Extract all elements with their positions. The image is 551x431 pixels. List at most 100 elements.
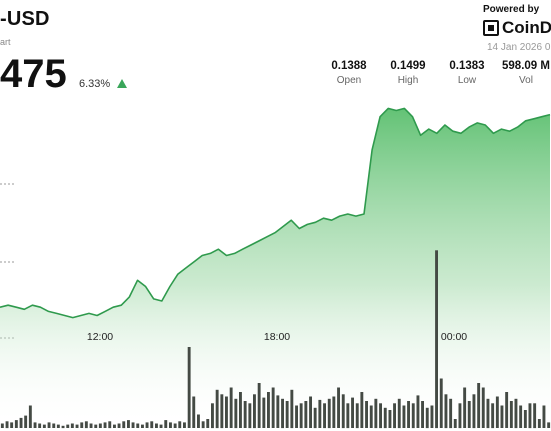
volume-bar: [201, 421, 205, 429]
volume-bar: [276, 395, 280, 428]
volume-bar: [542, 405, 546, 428]
volume-bar: [257, 383, 261, 428]
volume-bar: [463, 387, 467, 428]
volume-bar: [38, 423, 42, 428]
volume-bar: [220, 394, 224, 429]
volume-bar: [178, 421, 182, 429]
volume-bar: [369, 405, 373, 428]
volume-bar: [299, 403, 303, 429]
volume-bar: [262, 397, 266, 428]
volume-bar: [374, 398, 378, 429]
volume-bar: [155, 423, 158, 428]
volume-bar: [379, 403, 382, 429]
volume-bar: [10, 422, 14, 428]
volume-bar: [346, 403, 350, 429]
volume-bar: [173, 423, 177, 428]
volume-bar: [253, 394, 256, 429]
stat-vol-value: 598.09 M: [502, 60, 550, 72]
coindesk-logo-icon: [483, 20, 499, 36]
volume-bar: [103, 422, 107, 428]
volume-bar: [271, 387, 275, 428]
volume-bar: [42, 424, 46, 428]
volume-bar: [84, 421, 88, 429]
stat-vol-label: Vol: [519, 75, 533, 86]
stat-open-label: Open: [336, 75, 362, 86]
volume-bar: [192, 396, 196, 428]
volume-bar: [533, 403, 537, 429]
stat-open-value: 0.1388: [331, 60, 367, 72]
volume-bar: [500, 405, 504, 428]
volume-bar: [187, 347, 191, 428]
stat-open: 0.1388 Open: [319, 60, 379, 86]
volume-bar: [439, 378, 443, 428]
volume-bar: [229, 387, 233, 428]
volume-bar: [430, 405, 434, 428]
volume-bar: [89, 423, 93, 428]
volume-bar: [150, 421, 154, 429]
powered-by-label: Powered by: [483, 4, 540, 15]
volume-bar: [197, 414, 200, 428]
volume-bar: [14, 420, 18, 428]
volume-bar: [495, 396, 499, 428]
volume-bar: [309, 396, 312, 428]
volume-bar: [351, 397, 354, 428]
volume-bar: [509, 401, 513, 428]
stat-high-label: High: [397, 75, 419, 86]
volume-bar: [388, 410, 392, 428]
volume-bar: [239, 392, 242, 428]
volume-bar: [70, 423, 74, 428]
volume-bar: [365, 401, 368, 428]
volume-bar: [281, 398, 284, 429]
volume-bar: [397, 398, 401, 429]
volume-bar: [528, 403, 532, 429]
chart-subtitle: art: [0, 37, 11, 47]
volume-bar: [5, 421, 9, 429]
volume-bar: [304, 401, 308, 428]
brand-logo[interactable]: CoinDe: [483, 18, 551, 38]
volume-bar: [505, 392, 509, 428]
volume-bar: [159, 424, 163, 428]
volume-bar: [234, 398, 238, 429]
stat-low-label: Low: [457, 75, 477, 86]
price-change: 6.33%: [79, 78, 111, 90]
volume-bar: [355, 403, 359, 429]
volume-bar: [537, 419, 541, 428]
volume-bar: [449, 398, 453, 429]
volume-bar: [0, 423, 4, 428]
stat-low-value: 0.1383: [449, 60, 485, 72]
volume-bar: [407, 401, 410, 428]
volume-bar: [66, 424, 70, 428]
volume-bar: [47, 422, 51, 428]
volume-bar: [486, 398, 490, 429]
volume-bar: [225, 396, 228, 428]
volume-bar: [547, 422, 551, 428]
volume-bar: [28, 405, 32, 428]
volume-bar: [267, 392, 270, 428]
volume-bar: [145, 422, 149, 428]
stat-vol: 598.09 M Vol: [496, 60, 551, 86]
volume-bar: [131, 422, 135, 428]
volume-bar: [80, 422, 84, 428]
volume-bar: [514, 398, 518, 429]
stat-high: 0.1499 High: [378, 60, 438, 86]
volume-bar: [285, 401, 289, 428]
volume-bar: [523, 410, 527, 428]
volume-bar: [248, 403, 252, 429]
x-tick-label: 18:00: [264, 331, 290, 343]
volume-bar: [206, 419, 210, 428]
volume-bar: [318, 399, 322, 428]
volume-bar: [327, 398, 331, 429]
volume-bar: [243, 401, 247, 428]
current-price: 475: [0, 52, 67, 96]
volume-bar: [56, 424, 60, 428]
volume-bar: [122, 421, 126, 429]
volume-bar: [313, 407, 317, 429]
up-arrow-icon: [117, 79, 127, 88]
stat-high-value: 0.1499: [390, 60, 426, 72]
price-area: [0, 108, 550, 429]
volume-bar: [211, 403, 214, 429]
volume-bar: [108, 421, 112, 429]
volume-bar: [141, 424, 144, 428]
volume-bar: [33, 422, 37, 428]
